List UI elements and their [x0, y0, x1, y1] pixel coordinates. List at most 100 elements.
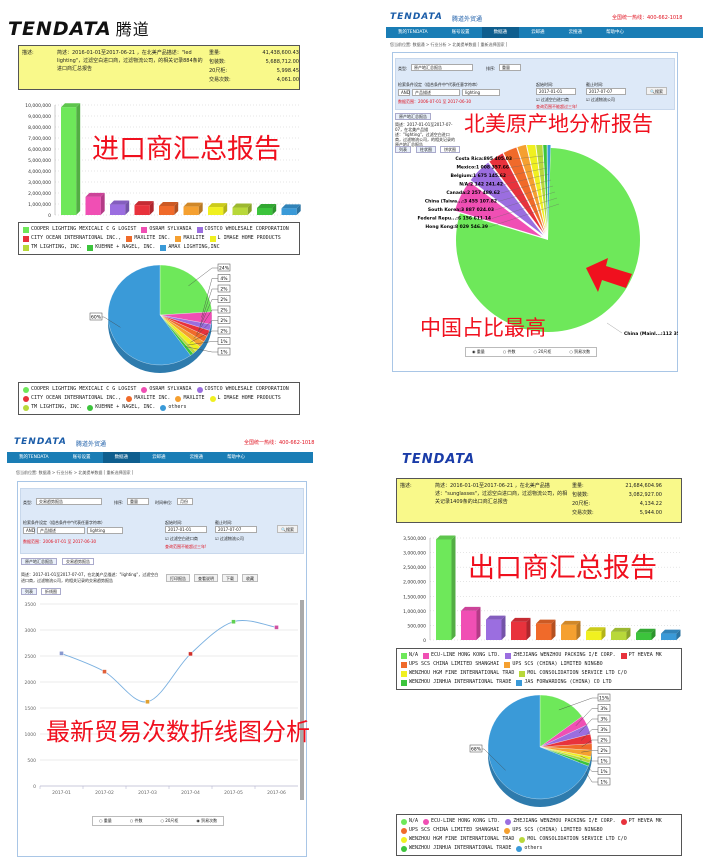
legend-label: N/A — [409, 818, 419, 824]
data-point — [274, 625, 279, 630]
nav-item[interactable]: 帮助中心 — [606, 30, 625, 35]
legend-item: AMAX LIGHTING,INC — [160, 243, 220, 252]
nav-item[interactable]: 云搜通 — [189, 455, 204, 460]
legend-item: L IMAGE HOME PRODUCTS — [209, 394, 281, 403]
keyword-input[interactable]: lighting — [87, 527, 123, 534]
sort-select[interactable]: 重量 — [499, 64, 521, 71]
print-report-button[interactable]: 打印报告 — [166, 574, 190, 582]
nav-item[interactable]: 数据通 — [481, 27, 520, 38]
subtab-list[interactable]: 列表 — [21, 588, 37, 595]
y-tick-label: 3,000,000 — [403, 551, 426, 557]
hotline: 全国统一热线：400-662-1018 — [244, 440, 315, 446]
bar — [586, 631, 602, 640]
leader-line — [578, 718, 598, 734]
measure-radio[interactable]: ○ 件数 — [502, 349, 516, 354]
legend-item: WENZHOU JINHUA INTERNATIONAL TRADE — [401, 678, 511, 687]
nav-item[interactable]: 账号设置 — [72, 455, 91, 460]
bar-side — [100, 192, 105, 215]
nav-item[interactable]: 云邮通 — [152, 455, 166, 460]
keyword-input[interactable]: lighting — [462, 89, 500, 96]
tab-trend-report[interactable]: 交易趋势报告 — [62, 558, 94, 565]
legend-item: WENZHOU HGM FINE INTERNATIONAL TRAD — [401, 669, 514, 678]
bar — [536, 623, 552, 640]
measure-radio[interactable]: ◉ 贸易次数 — [196, 818, 218, 823]
legend-label: UPS SCS (CHINA) LIMITED NINGBO — [512, 661, 603, 667]
legend-label: MOL CONSOLIDATION SERVICE LTD C/O — [527, 836, 627, 842]
field-select[interactable]: 产品描述 — [412, 89, 460, 96]
pie-label: 4% — [220, 276, 228, 282]
nav-item[interactable]: 账号设置 — [451, 30, 470, 35]
measure-radio[interactable]: ◉ 重量 — [472, 349, 485, 354]
legend-swatch — [620, 652, 627, 659]
pie-label: 1% — [600, 780, 608, 786]
overlay-title: 出口商汇总报告 — [468, 553, 657, 584]
measure-radio[interactable]: ○ 重量 — [99, 818, 112, 823]
report-type-select[interactable]: 交易趋势报告 — [36, 498, 102, 505]
sort-select[interactable]: 重量 — [127, 498, 149, 505]
y-tick-label: 2,500,000 — [403, 565, 426, 571]
nav-item[interactable]: 数据通 — [102, 452, 141, 463]
search-button[interactable]: 🔍搜索 — [277, 525, 298, 533]
nav-item[interactable]: 云搜通 — [568, 30, 583, 35]
pie-label-box — [597, 777, 611, 786]
tendata-logo: TENDATA 腾道 — [8, 18, 150, 40]
download-button[interactable]: 下载 — [222, 574, 238, 582]
pie-label-box — [217, 284, 231, 293]
nav-item[interactable]: 我的TENDATA — [398, 30, 428, 35]
legend-label: TM LIGHTING, INC. — [31, 244, 83, 250]
view-notes-button[interactable]: 查看说明 — [194, 574, 218, 582]
subtab-pie[interactable]: 饼状图 — [440, 146, 460, 153]
filter-blank-checkbox[interactable]: ☑ 过滤空白进口商 — [165, 536, 198, 541]
nav-item[interactable]: 帮助中心 — [227, 455, 246, 460]
nav-item[interactable]: 我的TENDATA — [19, 455, 49, 460]
legend-item: COOPER LIGHTING MEXICALI C G LOGIST — [23, 385, 136, 394]
time-unit-select[interactable]: 月份 — [177, 498, 193, 505]
subtab-bar[interactable]: 柱状图 — [416, 146, 436, 153]
data-point — [102, 669, 107, 674]
y-tick-label: 6,000,000 — [28, 147, 51, 153]
legend-item: UPS SCS (CHINA) LIMITED NINGBO — [504, 826, 603, 835]
filter-logistics-checkbox[interactable]: ☑ 过滤物流公司 — [215, 536, 244, 541]
end-date-input[interactable]: 2017-07-07 — [215, 526, 257, 533]
leader-line — [509, 161, 546, 168]
start-date-input[interactable]: 2017-01-01 — [165, 526, 207, 533]
pie-label: South Korea:3 887 024.03 — [428, 207, 494, 213]
logic-select[interactable]: AND — [398, 89, 410, 96]
x-tick-label: 2017-06 — [267, 790, 286, 796]
legend-swatch — [23, 395, 29, 402]
start-date-input[interactable]: 2017-01-01 — [536, 88, 576, 95]
measure-radio[interactable]: ○ 20尺柜 — [160, 818, 179, 823]
y-tick-label: 10,000,000 — [25, 103, 51, 109]
legend-swatch — [620, 818, 627, 825]
legend-item: KUEHNE + NAGEL, INC. — [87, 403, 155, 412]
subtab-list[interactable]: 列表 — [395, 146, 411, 153]
tab-origin-report[interactable]: 原产地汇总报告 — [395, 113, 431, 120]
measure-radio[interactable]: ○ 件数 — [129, 818, 143, 823]
search-button[interactable]: 🔍搜索 — [646, 87, 667, 95]
end-date-input[interactable]: 2017-07-07 — [586, 88, 626, 95]
filter-blank-checkbox[interactable]: ☑ 过滤空白进口商 — [536, 97, 569, 102]
tendata-logo: TENDATA — [402, 452, 476, 467]
legend-item: COSTCO WHOLESALE CORPORATION — [196, 225, 289, 234]
save-button[interactable]: 收藏 — [242, 574, 258, 582]
measure-radio[interactable]: ○ 20尺柜 — [533, 349, 552, 354]
tab-origin-report[interactable]: 原产地汇总报告 — [21, 558, 57, 565]
scrollbar[interactable] — [300, 600, 304, 800]
logic-select[interactable]: AND — [23, 527, 35, 534]
pie-slice — [503, 146, 546, 235]
breadcrumb[interactable]: 您当前位置: 数据通 > 行业分析 > 北美提单数据 [ 重新选择国家 ] — [16, 470, 134, 475]
legend-label: OSRAM SYLVANIA — [149, 226, 192, 232]
field-select[interactable]: 产品描述 — [37, 527, 85, 534]
bar-side — [223, 203, 228, 215]
leader-line — [500, 179, 552, 194]
leader-line — [575, 708, 598, 726]
filter-logistics-checkbox[interactable]: ☑ 过滤物流公司 — [586, 97, 615, 102]
legend-label: CITY OCEAN INTERNATIONAL INC., — [31, 395, 122, 401]
measure-radio[interactable]: ○ 贸易次数 — [569, 349, 591, 354]
report-type-select[interactable]: 原产地汇总报告 — [411, 64, 473, 71]
subtab-line[interactable]: 折线图 — [41, 588, 61, 595]
trade-count-line-chart: 0 500 1000 1500 2000 2500 3000 3500 2017-01 2017-… — [25, 602, 298, 796]
nav-item[interactable]: 云邮通 — [531, 30, 545, 35]
leader-line — [102, 316, 121, 328]
breadcrumb[interactable]: 您当前位置: 数据通 > 行业分析 > 北美提单数据 [ 重新选择国家 ] — [390, 42, 508, 47]
